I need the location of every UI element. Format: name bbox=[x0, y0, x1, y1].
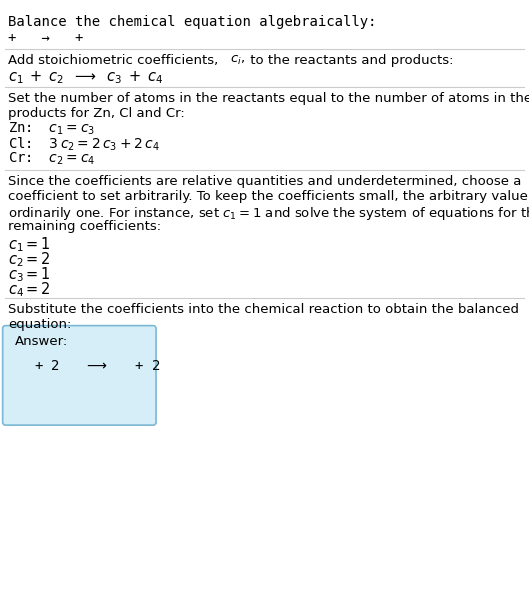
Text: Cr: $\;\;c_2 = c_4$: Cr: $\;\;c_2 = c_4$ bbox=[8, 151, 95, 167]
Text: $c_1 = 1$: $c_1 = 1$ bbox=[8, 235, 51, 254]
Text: remaining coefficients:: remaining coefficients: bbox=[8, 220, 161, 233]
Text: +   →   +: + → + bbox=[8, 31, 83, 45]
Text: Balance the chemical equation algebraically:: Balance the chemical equation algebraica… bbox=[8, 15, 377, 29]
Text: Substitute the coefficients into the chemical reaction to obtain the balanced: Substitute the coefficients into the che… bbox=[8, 303, 519, 317]
Text: Set the number of atoms in the reactants equal to the number of atoms in the: Set the number of atoms in the reactants… bbox=[8, 92, 529, 106]
Text: products for Zn, Cl and Cr:: products for Zn, Cl and Cr: bbox=[8, 107, 185, 121]
Text: Cl: $\;\;3\,c_2 = 2\,c_3 + 2\,c_4$: Cl: $\;\;3\,c_2 = 2\,c_3 + 2\,c_4$ bbox=[8, 136, 160, 153]
Text: ordinarily one. For instance, set $c_1 = 1$ and solve the system of equations fo: ordinarily one. For instance, set $c_1 =… bbox=[8, 205, 529, 222]
Text: Zn: $\;\;c_1 = c_3$: Zn: $\;\;c_1 = c_3$ bbox=[8, 121, 95, 137]
Text: to the reactants and products:: to the reactants and products: bbox=[246, 54, 453, 68]
Text: + 2   $\longrightarrow$   + 2: + 2 $\longrightarrow$ + 2 bbox=[34, 359, 161, 373]
Text: $c_3 = 1$: $c_3 = 1$ bbox=[8, 265, 51, 284]
Text: $c_2 = 2$: $c_2 = 2$ bbox=[8, 250, 51, 269]
Text: $c_4 = 2$: $c_4 = 2$ bbox=[8, 280, 51, 299]
Text: $c_i$,: $c_i$, bbox=[230, 54, 245, 68]
Text: coefficient to set arbitrarily. To keep the coefficients small, the arbitrary va: coefficient to set arbitrarily. To keep … bbox=[8, 190, 529, 203]
Text: Since the coefficients are relative quantities and underdetermined, choose a: Since the coefficients are relative quan… bbox=[8, 175, 521, 188]
Text: Answer:: Answer: bbox=[15, 335, 68, 348]
Text: $c_1\;+\;c_2\;\;\longrightarrow\;\;c_3\;+\;c_4$: $c_1\;+\;c_2\;\;\longrightarrow\;\;c_3\;… bbox=[8, 69, 163, 86]
Text: equation:: equation: bbox=[8, 318, 71, 332]
Text: Add stoichiometric coefficients,: Add stoichiometric coefficients, bbox=[8, 54, 222, 68]
